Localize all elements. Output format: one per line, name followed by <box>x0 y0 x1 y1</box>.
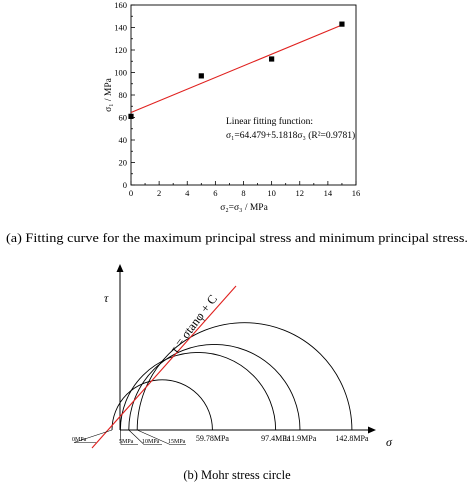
y-tick-label: 120 <box>114 45 127 55</box>
mohr-circles <box>111 322 353 431</box>
caption-b: (b) Mohr stress circle <box>183 468 291 482</box>
sigma-axis-arrow <box>368 426 376 434</box>
tau-axis-arrow <box>116 264 124 272</box>
fit-annotation-title: Linear fitting function: <box>226 116 313 127</box>
left-label-leaders <box>73 429 186 445</box>
x-tick-label: 0 <box>129 188 133 198</box>
axis-ticks <box>130 4 357 186</box>
x-tick-label: 2 <box>157 188 161 198</box>
mohr-circle <box>111 379 213 431</box>
y-tick-label: 100 <box>114 68 127 78</box>
leader-line <box>128 429 162 445</box>
y-tick-label: 60 <box>119 113 128 123</box>
mohr-circle <box>119 351 277 431</box>
caption-a: (a) Fitting curve for the maximum princi… <box>6 231 468 245</box>
sigma1-label: 111.9MPa <box>284 434 317 443</box>
mohr-circle <box>128 344 301 431</box>
sigma1-label: 142.8MPa <box>335 434 369 443</box>
x-tick-label: 10 <box>267 188 276 198</box>
sigma-axis-label: σ <box>386 435 393 449</box>
x-tick-label: 12 <box>296 188 305 198</box>
sigma1-label: 97.4MPa <box>261 434 291 443</box>
x-tick-label: 8 <box>241 188 245 198</box>
data-point <box>128 113 134 119</box>
y-tick-label: 20 <box>119 158 128 168</box>
sigma1-label: 59.78MPa <box>196 434 230 443</box>
sigma3-label: 15MPa <box>168 439 186 445</box>
failure-envelope <box>91 285 237 449</box>
x-tick-label: 4 <box>185 188 190 198</box>
x-axis-label: σ₂=σ₃ / MPa <box>220 203 268 213</box>
mohr-diagram: τ σ τ = σtanφ + C 59.78MPa 97.4MPa111.9MP… <box>72 264 393 482</box>
leader-line <box>73 429 113 443</box>
data-point <box>339 21 345 27</box>
envelope-label: τ = σtanφ + C <box>167 292 220 356</box>
y-tick-label: 40 <box>119 135 128 145</box>
fit-annotation-equation: σ₁=64.479+5.1818σ₃ (R²=0.9781) <box>226 130 355 141</box>
x-tick-label: 6 <box>213 188 217 198</box>
y-tick-label: 140 <box>114 23 127 33</box>
sigma3-label: 10MPa <box>142 439 160 445</box>
data-points <box>128 21 345 119</box>
sigma3-label: 5MPa <box>119 439 134 445</box>
data-point <box>198 73 204 79</box>
plot-frame <box>130 4 357 186</box>
mohr-circle <box>136 322 353 431</box>
sigma3-label: 0MPa <box>72 437 87 443</box>
data-point <box>269 56 275 62</box>
y-tick-label: 80 <box>119 90 128 100</box>
x-tick-label: 16 <box>352 188 361 198</box>
fit-line <box>130 24 343 113</box>
y-tick-label: 0 <box>123 180 127 190</box>
tau-axis-label: τ <box>104 291 109 305</box>
y-tick-label: 160 <box>114 0 127 10</box>
x-tick-label: 14 <box>324 188 333 198</box>
leader-line <box>120 429 138 445</box>
leader-line <box>137 429 186 445</box>
y-axis-label: σ₁ / MPa <box>104 77 114 112</box>
